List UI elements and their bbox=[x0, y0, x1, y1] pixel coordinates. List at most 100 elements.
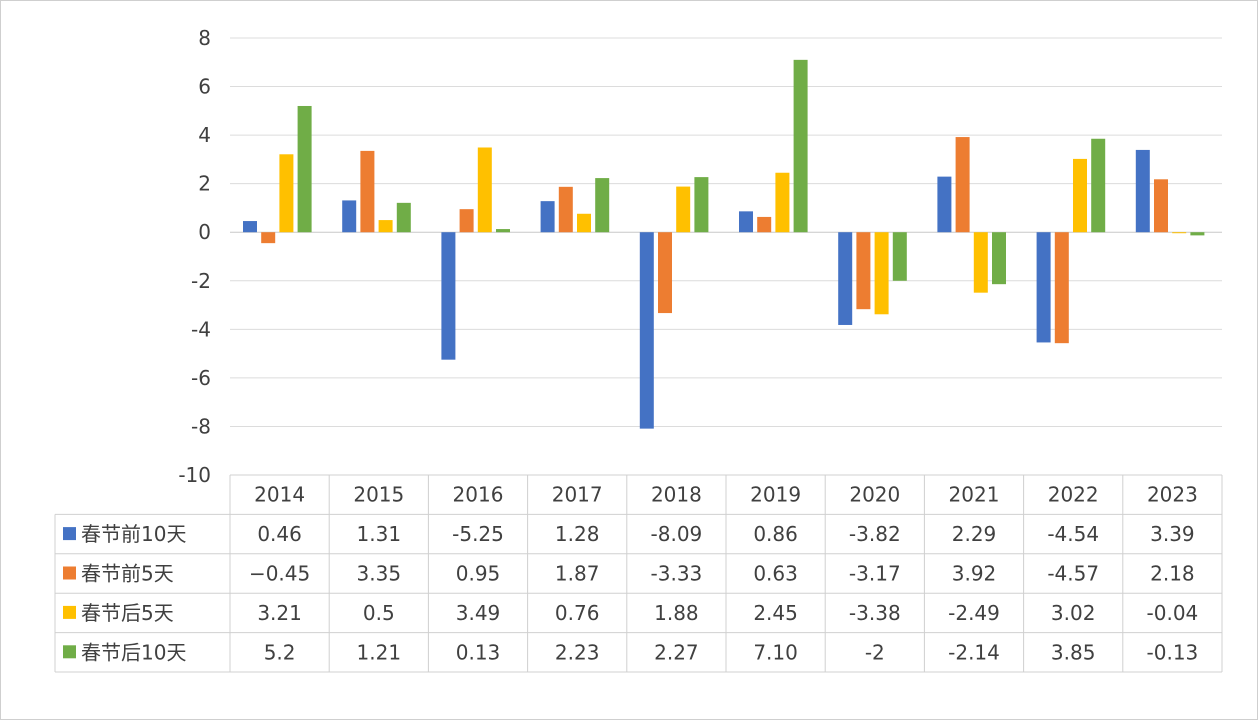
bar-2021-series-1 bbox=[937, 176, 952, 233]
bar-2016-series-2 bbox=[459, 209, 474, 233]
bar-2015-series-3 bbox=[378, 220, 393, 233]
y-tick-label: -2 bbox=[191, 269, 211, 293]
bar-2018-series-1 bbox=[639, 232, 654, 429]
data-table-value: 7.10 bbox=[753, 640, 798, 664]
y-tick-label: -4 bbox=[191, 317, 211, 341]
y-tick-label: 0 bbox=[198, 220, 211, 244]
category-label: 2023 bbox=[1147, 483, 1198, 507]
bar-2023-series-2 bbox=[1154, 179, 1168, 233]
data-table-value: 0.63 bbox=[753, 562, 798, 586]
legend-label-series-2: 春节前5天 bbox=[81, 562, 174, 586]
category-label: 2018 bbox=[651, 483, 702, 507]
bar-2016-series-3 bbox=[477, 147, 492, 233]
data-table-value: -3.82 bbox=[849, 522, 901, 546]
y-tick-label: 4 bbox=[198, 123, 211, 147]
legend-key-series-2 bbox=[63, 566, 76, 580]
bar-2020-series-1 bbox=[838, 232, 853, 325]
bar-2019-series-4 bbox=[793, 59, 808, 233]
data-table-value: 0.95 bbox=[456, 562, 501, 586]
bar-2015-series-2 bbox=[360, 150, 375, 233]
data-table-value: 0.13 bbox=[456, 640, 501, 664]
bar-2019-series-3 bbox=[775, 172, 790, 233]
bar-2022-series-1 bbox=[1036, 232, 1051, 343]
bar-2017-series-3 bbox=[577, 213, 591, 233]
bar-2015-series-4 bbox=[396, 202, 411, 233]
bar-2023-series-1 bbox=[1135, 149, 1150, 233]
data-table-value: 3.92 bbox=[952, 562, 997, 586]
bar-2018-series-2 bbox=[658, 232, 672, 314]
data-table-value: -2 bbox=[865, 640, 885, 664]
y-tick-label: 2 bbox=[198, 172, 211, 196]
bar-2019-series-2 bbox=[757, 216, 772, 233]
category-label: 2021 bbox=[949, 483, 1000, 507]
data-table-value: 1.87 bbox=[555, 562, 600, 586]
legend-label-series-3: 春节后5天 bbox=[81, 601, 174, 625]
legend-label-series-1: 春节前10天 bbox=[81, 522, 186, 546]
bar-2018-series-3 bbox=[676, 186, 691, 233]
data-table-value: 0.46 bbox=[257, 522, 302, 546]
y-tick-label: -10 bbox=[178, 463, 211, 487]
data-table-value: −0.45 bbox=[249, 562, 310, 586]
bar-2020-series-4 bbox=[892, 232, 907, 281]
bar-2022-series-4 bbox=[1091, 138, 1106, 233]
y-tick-label: 6 bbox=[198, 75, 211, 99]
data-table-value: 3.21 bbox=[257, 601, 302, 625]
category-label: 2014 bbox=[254, 483, 305, 507]
data-table-value: 1.88 bbox=[654, 601, 699, 625]
bar-2022-series-3 bbox=[1073, 158, 1087, 233]
category-label: 2016 bbox=[453, 483, 504, 507]
bar-2018-series-4 bbox=[694, 177, 709, 233]
category-label: 2020 bbox=[849, 483, 900, 507]
data-table-value: 0.5 bbox=[363, 601, 395, 625]
bar-2023-series-3 bbox=[1172, 232, 1187, 234]
data-table-value: -3.33 bbox=[651, 562, 703, 586]
data-table-value: 3.02 bbox=[1051, 601, 1096, 625]
data-table-value: -4.54 bbox=[1047, 522, 1099, 546]
bar-2023-series-4 bbox=[1190, 232, 1205, 236]
data-table-value: 0.86 bbox=[753, 522, 798, 546]
bar-2014-series-2 bbox=[261, 232, 276, 244]
bar-2017-series-2 bbox=[558, 186, 573, 233]
legend-key-series-4 bbox=[63, 645, 76, 659]
bar-2014-series-4 bbox=[297, 105, 312, 233]
y-tick-label: 8 bbox=[198, 26, 211, 50]
bar-2020-series-2 bbox=[856, 232, 871, 310]
bar-2021-series-3 bbox=[973, 232, 988, 293]
bar-2016-series-1 bbox=[441, 232, 456, 360]
legend-key-series-1 bbox=[63, 527, 76, 541]
bar-2017-series-1 bbox=[540, 201, 555, 233]
data-table-value: -5.25 bbox=[452, 522, 504, 546]
bar-2022-series-2 bbox=[1054, 232, 1069, 344]
category-label: 2022 bbox=[1048, 483, 1099, 507]
y-tick-label: -8 bbox=[191, 414, 211, 438]
data-table-value: -3.38 bbox=[849, 601, 901, 625]
data-table-value: 5.2 bbox=[264, 640, 296, 664]
data-table-value: 1.21 bbox=[357, 640, 402, 664]
data-table-value: -8.09 bbox=[651, 522, 703, 546]
data-table-value: 3.35 bbox=[357, 562, 402, 586]
category-label: 2015 bbox=[353, 483, 404, 507]
data-table-value: 2.45 bbox=[753, 601, 798, 625]
data-table-value: -0.04 bbox=[1147, 601, 1199, 625]
y-tick-label: -6 bbox=[191, 366, 211, 390]
legend-key-series-3 bbox=[63, 605, 76, 619]
data-table-value: 2.27 bbox=[654, 640, 699, 664]
category-label: 2019 bbox=[750, 483, 801, 507]
data-table-value: -0.13 bbox=[1147, 640, 1199, 664]
bar-2016-series-4 bbox=[496, 229, 510, 233]
bar-2015-series-1 bbox=[342, 200, 357, 233]
bar-2020-series-3 bbox=[874, 232, 889, 315]
category-label: 2017 bbox=[552, 483, 603, 507]
bar-2014-series-1 bbox=[243, 221, 257, 233]
data-table-value: 2.18 bbox=[1150, 562, 1195, 586]
data-table-value: -2.49 bbox=[948, 601, 1000, 625]
bar-2014-series-3 bbox=[279, 154, 294, 233]
bar-2019-series-1 bbox=[739, 211, 753, 233]
bar-2017-series-4 bbox=[595, 178, 610, 233]
data-table-value: 3.49 bbox=[456, 601, 501, 625]
bar-2021-series-2 bbox=[955, 137, 970, 233]
data-table-value: 1.28 bbox=[555, 522, 600, 546]
data-table-value: -2.14 bbox=[948, 640, 1000, 664]
data-table-value: 1.31 bbox=[357, 522, 402, 546]
data-table-value: 3.85 bbox=[1051, 640, 1096, 664]
